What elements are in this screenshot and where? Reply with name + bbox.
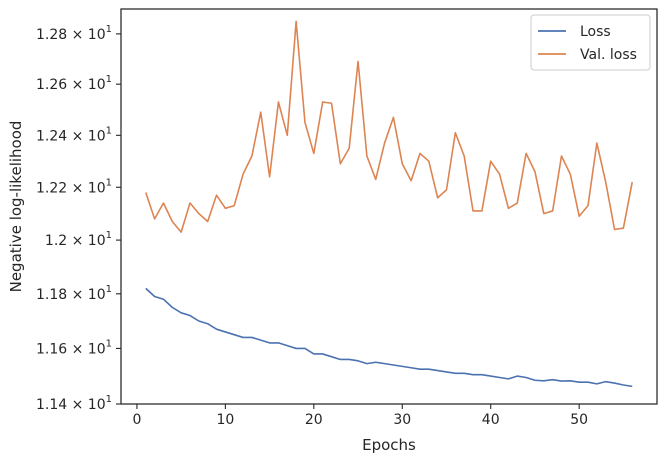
x-axis-label: Epochs	[362, 436, 416, 454]
y-tick-label: 1.26 × 101	[36, 74, 112, 93]
legend: Loss Val. loss	[530, 14, 651, 71]
x-tick-label: 20	[305, 412, 323, 428]
legend-label: Val. loss	[580, 47, 637, 63]
y-axis-label: Negative log-likelihood	[7, 121, 25, 293]
y-tick-label: 1.28 × 101	[36, 24, 112, 43]
plot-frame	[120, 8, 658, 405]
legend-box	[530, 14, 651, 71]
series-line-0	[145, 287, 633, 388]
y-tick-label: 1.22 × 101	[36, 177, 112, 196]
x-tick-label: 40	[482, 412, 500, 428]
y-tick-label: 1.24 × 101	[36, 125, 112, 144]
series-line-1	[145, 20, 634, 233]
y-tick-label: 1.18 × 101	[36, 284, 112, 303]
legend-label: Loss	[580, 24, 611, 40]
x-tick-label: 50	[570, 412, 588, 428]
y-tick-label: 1.14 × 101	[36, 394, 112, 413]
x-tick-label: 10	[216, 412, 234, 428]
x-tick-label: 0	[132, 412, 141, 428]
x-tick-label: 30	[393, 412, 411, 428]
y-tick-label: 1.2 × 101	[45, 230, 112, 249]
y-tick-label: 1.16 × 101	[36, 338, 112, 357]
